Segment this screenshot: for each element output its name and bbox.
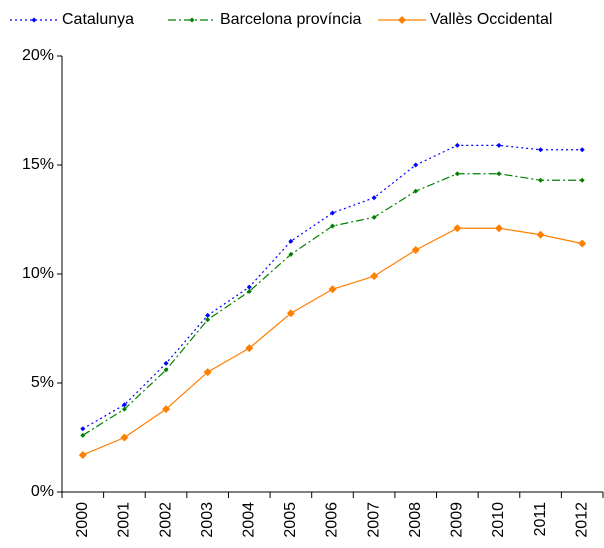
x-tick-label: 2012 [573,502,590,538]
data-point [245,344,254,353]
legend-marker [31,17,37,23]
data-point [330,223,335,229]
data-point [288,251,294,257]
x-tick-label: 2009 [449,502,466,538]
legend-label: Vallès Occidental [430,11,552,28]
data-point [454,142,460,148]
x-tick-label: 2004 [240,502,257,538]
data-point [203,368,212,377]
x-tick-label: 2007 [365,502,382,538]
data-point [496,142,502,148]
data-point [454,171,460,177]
data-point [536,230,545,239]
x-tick-label: 2011 [532,502,549,537]
x-tick-label: 2002 [157,502,174,538]
legend-label: Barcelona província [220,11,362,28]
legend-label: Catalunya [62,11,134,28]
legend-marker [398,16,406,24]
series-line [82,227,583,456]
data-point [78,450,87,459]
x-tick-label: 2008 [407,502,424,538]
data-point [453,224,462,233]
data-point [205,317,211,323]
x-tick-label: 2001 [116,502,133,538]
data-point [162,405,171,414]
data-point [120,433,129,442]
data-point [246,284,252,290]
data-point [286,309,295,318]
data-point [163,367,169,373]
x-tick-label: 2010 [490,502,507,538]
data-point [579,147,585,153]
y-tick-label: 5% [31,374,54,391]
x-tick-label: 2006 [324,502,341,538]
data-point [371,195,377,201]
data-point [413,188,419,194]
data-point [411,246,420,255]
data-point [413,162,419,168]
x-tick-label: 2003 [199,502,216,538]
y-tick-label: 0% [31,483,54,500]
data-point [370,272,379,281]
data-point [371,214,377,220]
data-point [121,402,127,408]
x-tick-label: 2000 [74,502,91,538]
data-point [163,360,169,366]
data-point [330,210,335,216]
data-point [328,285,337,294]
data-point [80,432,86,438]
data-point [494,224,503,233]
data-point [496,171,502,177]
y-tick-label: 10% [22,265,54,282]
data-point [578,239,587,248]
data-point [288,238,294,244]
legend-marker [189,17,195,23]
y-tick-label: 20% [22,47,54,64]
data-point [538,177,544,183]
x-tick-label: 2005 [282,502,299,538]
data-point [205,312,211,318]
data-point [246,288,252,294]
y-tick-label: 15% [22,156,54,173]
data-point [579,177,585,183]
data-point [121,406,127,412]
data-point [538,147,544,153]
data-point [80,426,86,432]
